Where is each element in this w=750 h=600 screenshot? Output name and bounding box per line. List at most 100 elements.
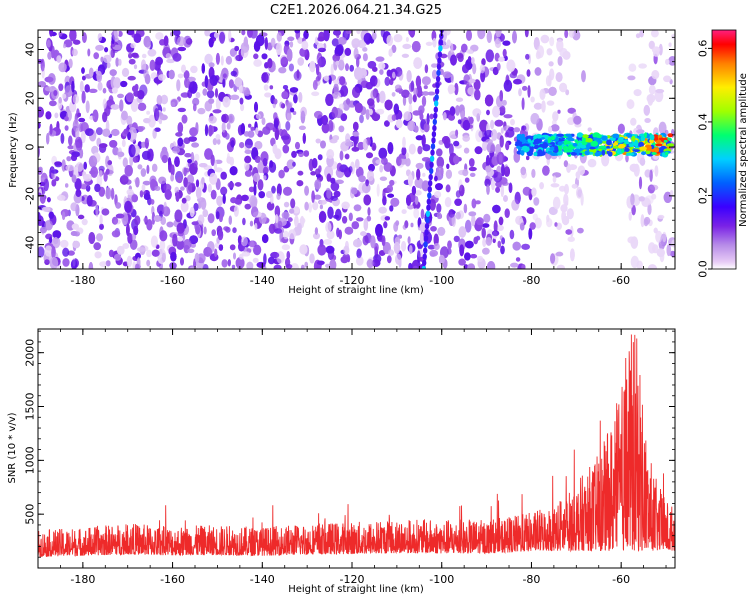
heatmap-noise-cell: [530, 96, 535, 103]
heatmap-noise-cell: [464, 177, 470, 183]
heatmap-noise-cell: [515, 215, 523, 225]
heatmap-x-tick-label: -180: [70, 274, 95, 287]
heatmap-noise-cell: [536, 45, 545, 59]
heatmap-noise-cell: [510, 118, 515, 126]
heatmap-noise-cell: [648, 242, 656, 254]
heatmap-noise-cell: [390, 197, 400, 207]
heatmap-noise-cell: [359, 114, 364, 124]
heatmap-noise-cell: [246, 261, 254, 269]
heatmap-noise-cell: [227, 259, 231, 267]
heatmap-noise-cell: [244, 138, 253, 149]
heatmap-noise-cell: [104, 47, 109, 53]
heatmap-noise-cell: [339, 76, 346, 86]
heatmap-noise-cell: [193, 103, 197, 112]
heatmap-noise-cell: [447, 248, 452, 255]
heatmap-noise-cell: [140, 168, 147, 177]
heatmap-noise-cell: [521, 125, 527, 131]
heatmap-noise-cell: [221, 121, 226, 133]
heatmap-noise-cell: [468, 78, 476, 84]
heatmap-noise-cell: [51, 179, 57, 187]
heatmap-noise-cell: [328, 119, 334, 133]
heatmap-noise-cell: [486, 184, 490, 195]
heatmap-noise-cell: [113, 77, 121, 89]
heatmap-noise-cell: [351, 221, 360, 230]
heatmap-noise-cell: [155, 56, 163, 66]
heatmap-noise-cell: [244, 170, 253, 177]
heatmap-noise-cell: [312, 201, 319, 211]
heatmap-noise-cell: [325, 221, 332, 233]
heatmap-noise-cell: [449, 106, 456, 116]
heatmap-noise-cell: [228, 30, 232, 43]
heatmap-noise-cell: [436, 148, 443, 157]
heatmap-noise-cell: [433, 243, 440, 250]
snr-y-ticks: 500 1000 1500 2000: [24, 330, 675, 569]
heatmap-noise-cell: [372, 145, 376, 150]
heatmap-noise-cell: [38, 175, 42, 183]
heatmap-noise-cell: [125, 92, 134, 103]
heatmap-noise-cell: [476, 217, 484, 226]
heatmap-noise-cell: [357, 141, 365, 150]
heatmap-noise-cell: [278, 220, 283, 230]
snr-y-tick-label: 1500: [24, 393, 37, 421]
heatmap-streak-cell: [421, 265, 426, 269]
heatmap-noise-cell: [504, 208, 510, 218]
heatmap-noise-cell: [389, 205, 394, 212]
heatmap-noise-cell: [99, 170, 103, 177]
heatmap-noise-cell: [639, 157, 646, 166]
heatmap-noise-cell: [375, 223, 383, 237]
heatmap-signal-cell: [577, 142, 583, 147]
heatmap-noise-cell: [121, 67, 130, 77]
heatmap-noise-cell: [508, 126, 514, 132]
heatmap-noise-cell: [316, 260, 325, 265]
heatmap-signal-cell: [550, 152, 558, 156]
heatmap-noise-cell: [500, 127, 504, 134]
heatmap-noise-cell: [442, 40, 447, 45]
heatmap-noise-cell: [327, 206, 334, 219]
heatmap-noise-cell: [671, 33, 675, 40]
heatmap-signal-cell: [612, 133, 620, 139]
heatmap-noise-cell: [565, 201, 569, 206]
heatmap-signal-cell: [544, 143, 549, 147]
heatmap-noise-cell: [383, 221, 388, 229]
heatmap-noise-cell: [333, 30, 341, 36]
heatmap-noise-cell: [454, 82, 459, 96]
heatmap-noise-cell: [233, 252, 236, 260]
heatmap-noise-cell: [206, 90, 215, 99]
heatmap-noise-cell: [352, 86, 361, 98]
heatmap-x-tick-label: -60: [612, 274, 630, 287]
heatmap-noise-cell: [484, 94, 494, 107]
heatmap-noise-cell: [540, 34, 550, 44]
heatmap-noise-cell: [382, 195, 387, 206]
heatmap-noise-cell: [177, 107, 186, 113]
heatmap-noise-cell: [65, 164, 75, 172]
heatmap-noise-cell: [417, 145, 423, 155]
heatmap-noise-cell: [253, 173, 260, 182]
heatmap-noise-cell: [112, 87, 118, 94]
heatmap-signal-cell: [519, 150, 525, 155]
heatmap-noise-cell: [89, 67, 94, 78]
heatmap-noise-cell: [200, 198, 207, 210]
heatmap-noise-cell: [201, 177, 205, 185]
heatmap-noise-cell: [60, 239, 69, 248]
heatmap-signal-cell: [612, 145, 620, 149]
heatmap-streak-cell: [437, 51, 443, 58]
heatmap-noise-cell: [117, 93, 124, 99]
heatmap-noise-cell: [278, 169, 285, 179]
heatmap-signal-cell: [614, 142, 619, 146]
heatmap-noise-cell: [124, 165, 133, 177]
heatmap-signal-cell: [576, 132, 584, 138]
heatmap-noise-cell: [335, 179, 344, 184]
heatmap-noise-cell: [299, 244, 308, 255]
heatmap-noise-cell: [294, 215, 299, 228]
heatmap-noise-cell: [285, 121, 291, 131]
heatmap-streak-cell: [422, 259, 427, 267]
heatmap-noise-cell: [291, 150, 297, 158]
heatmap-noise-cell: [531, 168, 536, 178]
heatmap-noise-cell: [133, 64, 138, 70]
heatmap-noise-cell: [194, 153, 200, 162]
heatmap-x-tick-label: -120: [340, 274, 365, 287]
heatmap-noise-cell: [281, 135, 290, 140]
heatmap-noise-cell: [116, 245, 125, 255]
heatmap-noise-cell: [282, 144, 290, 154]
heatmap-noise-cell: [204, 124, 209, 137]
